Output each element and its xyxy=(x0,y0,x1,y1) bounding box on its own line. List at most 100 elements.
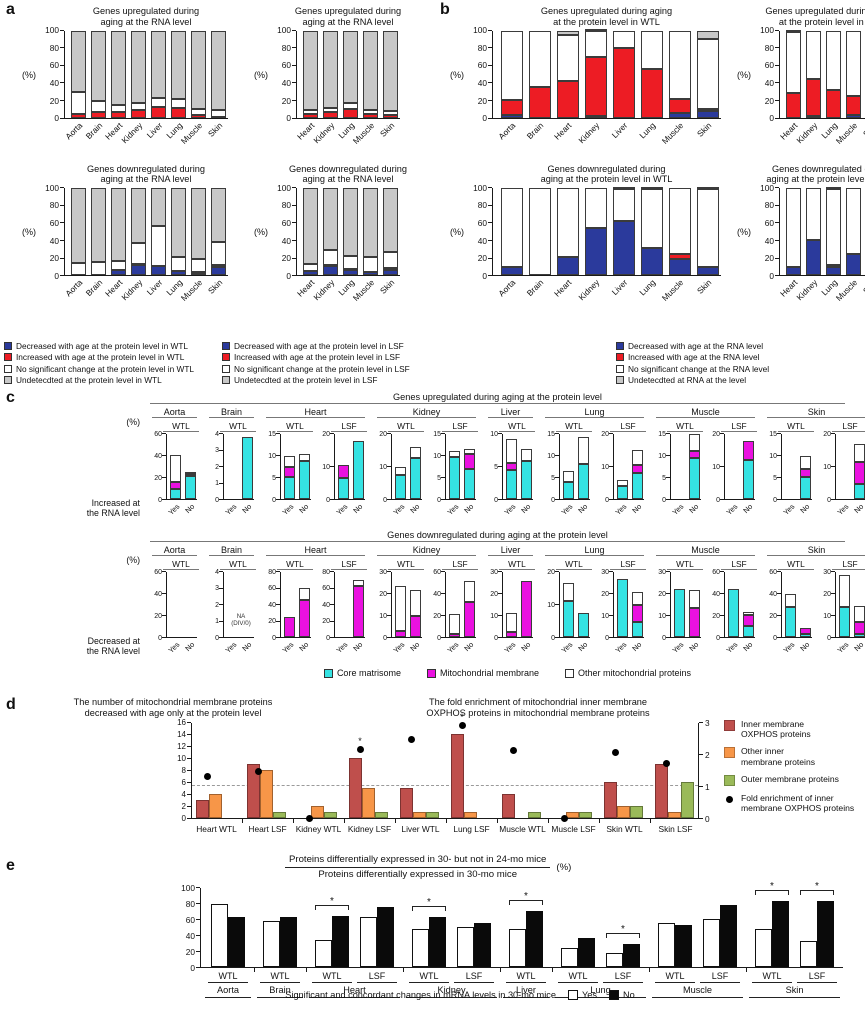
segment-increased_red xyxy=(363,114,378,118)
condition-label: LSF xyxy=(442,559,478,570)
bar-no xyxy=(743,572,754,637)
tissue-charts: WTL 0 1 2 3 4 Yes No xyxy=(207,421,256,520)
legend-label: Fold enrichment of inner membrane OXPHOS… xyxy=(741,792,855,814)
condition-chart-lung-wtl: WTL 0 10 20 Yes No xyxy=(543,559,592,658)
plot-area xyxy=(835,572,865,638)
significance-bracket: * xyxy=(606,924,640,938)
bar-no-skin-wtl xyxy=(772,901,789,967)
y-axis: 0 10 20 30 xyxy=(597,569,613,642)
y-tick-label: 10 xyxy=(823,612,831,620)
bar-kidney xyxy=(131,188,146,276)
y-tick-label: 100 xyxy=(760,182,774,193)
segment-increased_red xyxy=(383,114,398,118)
condition-label: WTL xyxy=(667,559,703,570)
y-tick-mark xyxy=(330,499,334,500)
condition-chart-lung-wtl: WTL 0 5 10 15 Yes No xyxy=(543,421,592,520)
segment-decreased_blue xyxy=(557,256,579,276)
y-tick-mark xyxy=(666,455,670,456)
y-tick-mark xyxy=(292,100,296,101)
bar-yes-heart-wtl xyxy=(315,939,332,967)
bar-no xyxy=(854,434,865,499)
segment-no_change_white xyxy=(464,449,475,454)
bar-no xyxy=(632,572,643,637)
segment-undetected_gray xyxy=(191,30,206,109)
condition-chart-lung-lsf: LSF 0 10 20 Yes No xyxy=(597,421,646,520)
segment-core_matrisome_cyan xyxy=(743,626,754,637)
chart-title: Genes upregulated during aging at the RN… xyxy=(295,6,401,28)
legend-label: Outer membrane proteins xyxy=(741,773,839,784)
segment-no_change_white xyxy=(170,454,181,482)
y-tick-mark xyxy=(441,571,445,572)
x-axis-tick xyxy=(306,968,307,972)
y-tick-label: 0 xyxy=(383,496,387,504)
segment-no_change_white xyxy=(641,30,663,69)
significance-star: * xyxy=(621,923,625,935)
condition-label: WTL xyxy=(752,971,792,983)
y-tick-mark xyxy=(666,571,670,572)
y-tick-mark xyxy=(196,919,200,920)
legend-protein-wtl: Decreased with age at the protein level … xyxy=(4,341,218,387)
segment-no_change_white xyxy=(785,593,796,607)
bar-no xyxy=(353,572,364,637)
y-tick-mark xyxy=(555,571,559,572)
chart-body: 0 10 20 30 xyxy=(486,569,533,642)
segment-no_change_white xyxy=(303,109,318,115)
y-tick-label: 0 xyxy=(705,813,710,824)
bar-yes xyxy=(785,434,796,499)
y-tick-label: 0 xyxy=(181,814,186,823)
y-tick-label: 0 xyxy=(482,113,487,124)
segment-increased_red xyxy=(826,264,841,267)
x-axis-labels: Yes No xyxy=(613,500,644,520)
bar-brain xyxy=(91,188,106,276)
y-tick-mark xyxy=(162,593,166,594)
y-tick-mark xyxy=(555,499,559,500)
segment-no_change_white xyxy=(529,188,551,276)
bar-heart xyxy=(111,188,126,276)
y-tick-mark xyxy=(720,499,724,500)
tissue-label: Muscle xyxy=(652,985,743,998)
chart-c-kidney-lsf: 0 5 10 15 Yes No xyxy=(429,431,476,520)
y-tick-label: 20 xyxy=(281,253,291,264)
tissue-group-brain: Brain WTL 0 1 2 3 4 NA (DIV/0) Yes No xyxy=(207,545,256,658)
chart-body: 0 1 2 3 4 NA (DIV/0) xyxy=(207,569,254,642)
bar-yes-skin-wtl xyxy=(755,928,772,967)
chart-body: 0 20 40 60 80 xyxy=(318,569,365,642)
segment-undetected_gray xyxy=(71,30,86,93)
condition-chart-skin-wtl: WTL 0 5 10 15 Yes No xyxy=(765,421,814,520)
y-tick-mark xyxy=(775,275,779,277)
x-axis-labels: Yes No xyxy=(223,500,254,520)
y-tick-mark xyxy=(219,637,223,638)
legend-swatch xyxy=(724,747,735,759)
x-category-label: Kidney WTL xyxy=(295,824,342,834)
significance-star: * xyxy=(330,895,334,907)
panel-c-row-upregulated: Genes upregulated during aging at the pr… xyxy=(0,392,865,520)
segment-undetected_gray xyxy=(641,187,663,190)
y-tick-label: 40 xyxy=(185,930,195,941)
y-tick-mark xyxy=(187,758,191,759)
plot-area xyxy=(670,434,701,500)
chart-title: Genes downregulated during aging at the … xyxy=(492,164,721,186)
y-tick-label: 60 xyxy=(764,217,774,228)
condition-label: WTL xyxy=(163,559,199,570)
segment-decreased_blue xyxy=(323,265,338,276)
y-tick-label: 80 xyxy=(49,42,59,53)
y-tick-mark xyxy=(292,82,296,84)
y-tick-label: 0 xyxy=(827,496,831,504)
y-tick-mark xyxy=(831,433,835,434)
y-tick-mark xyxy=(488,100,492,101)
bar-no xyxy=(464,434,475,499)
title-unit: (%) xyxy=(556,862,572,873)
y-tick-label: 20 xyxy=(379,590,387,598)
x-axis-labels: Heart Kidney Lung Muscle Skin xyxy=(294,119,400,155)
legend-label: Undetecdted at the protein level in LSF xyxy=(234,375,378,386)
bar-kidney-lsf-outer-membrane-proteins xyxy=(375,812,388,818)
segment-core_matrisome_cyan xyxy=(521,461,532,499)
y-axis: 0 20 40 60 80 xyxy=(318,569,334,642)
y-tick-mark xyxy=(699,786,703,787)
chart-c-heart-lsf: 0 10 20 Yes No xyxy=(318,431,365,520)
bar-heart xyxy=(303,188,318,276)
chart-c-skin-lsf: 0 10 20 30 Yes No xyxy=(819,569,865,658)
segment-no_change_white xyxy=(71,263,86,276)
x-axis-labels: Yes No xyxy=(559,500,590,520)
y-tick-mark xyxy=(555,455,559,456)
